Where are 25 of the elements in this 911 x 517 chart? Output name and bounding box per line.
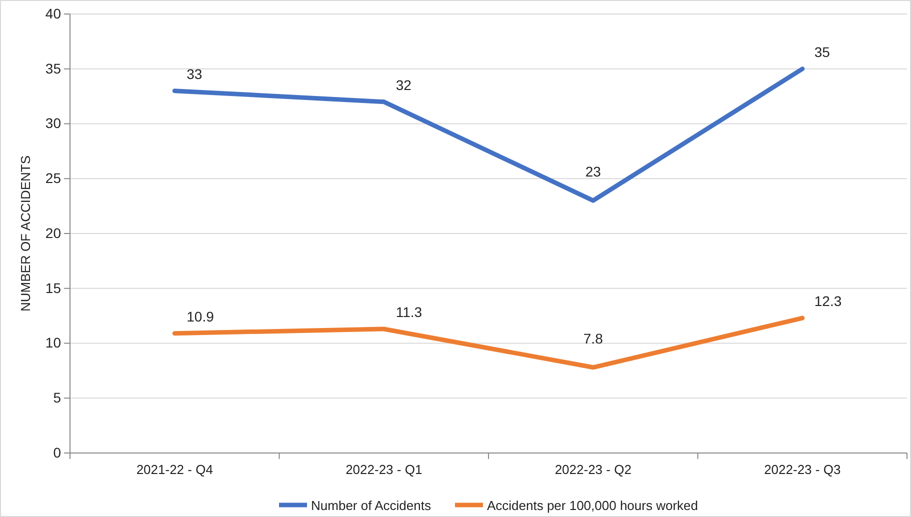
y-tick-label: 0 xyxy=(53,444,62,460)
x-tick-label: 2021-22 - Q4 xyxy=(136,462,213,478)
data-label: 12.3 xyxy=(814,293,842,310)
y-axis-title: NUMBER OF ACCIDENTS xyxy=(18,155,33,312)
data-label: 7.8 xyxy=(583,330,604,346)
line-series xyxy=(172,66,805,203)
x-tick-label: 2022-23 - Q3 xyxy=(764,462,841,478)
y-tick-label: 30 xyxy=(45,115,62,132)
data-label: 23 xyxy=(585,164,602,180)
y-tick-label: 35 xyxy=(45,60,62,76)
y-tick-label: 5 xyxy=(53,390,62,406)
legend-label: Accidents per 100,000 hours worked xyxy=(486,498,698,513)
y-tick-label: 15 xyxy=(45,280,62,296)
y-tick-label: 40 xyxy=(45,5,62,22)
legend-label: Number of Accidents xyxy=(311,498,432,513)
y-tick-label: 20 xyxy=(45,224,62,241)
x-tick-label: 2022-23 - Q2 xyxy=(554,462,632,478)
data-label: 10.9 xyxy=(186,308,214,324)
data-label: 33 xyxy=(186,66,202,82)
y-tick-label: 25 xyxy=(45,170,62,186)
x-tick-label: 2022-23 - Q1 xyxy=(346,462,422,478)
y-tick-label: 10 xyxy=(45,334,62,351)
data-label: 11.3 xyxy=(396,304,422,320)
data-label: 35 xyxy=(814,44,830,60)
data-label: 32 xyxy=(396,76,412,93)
